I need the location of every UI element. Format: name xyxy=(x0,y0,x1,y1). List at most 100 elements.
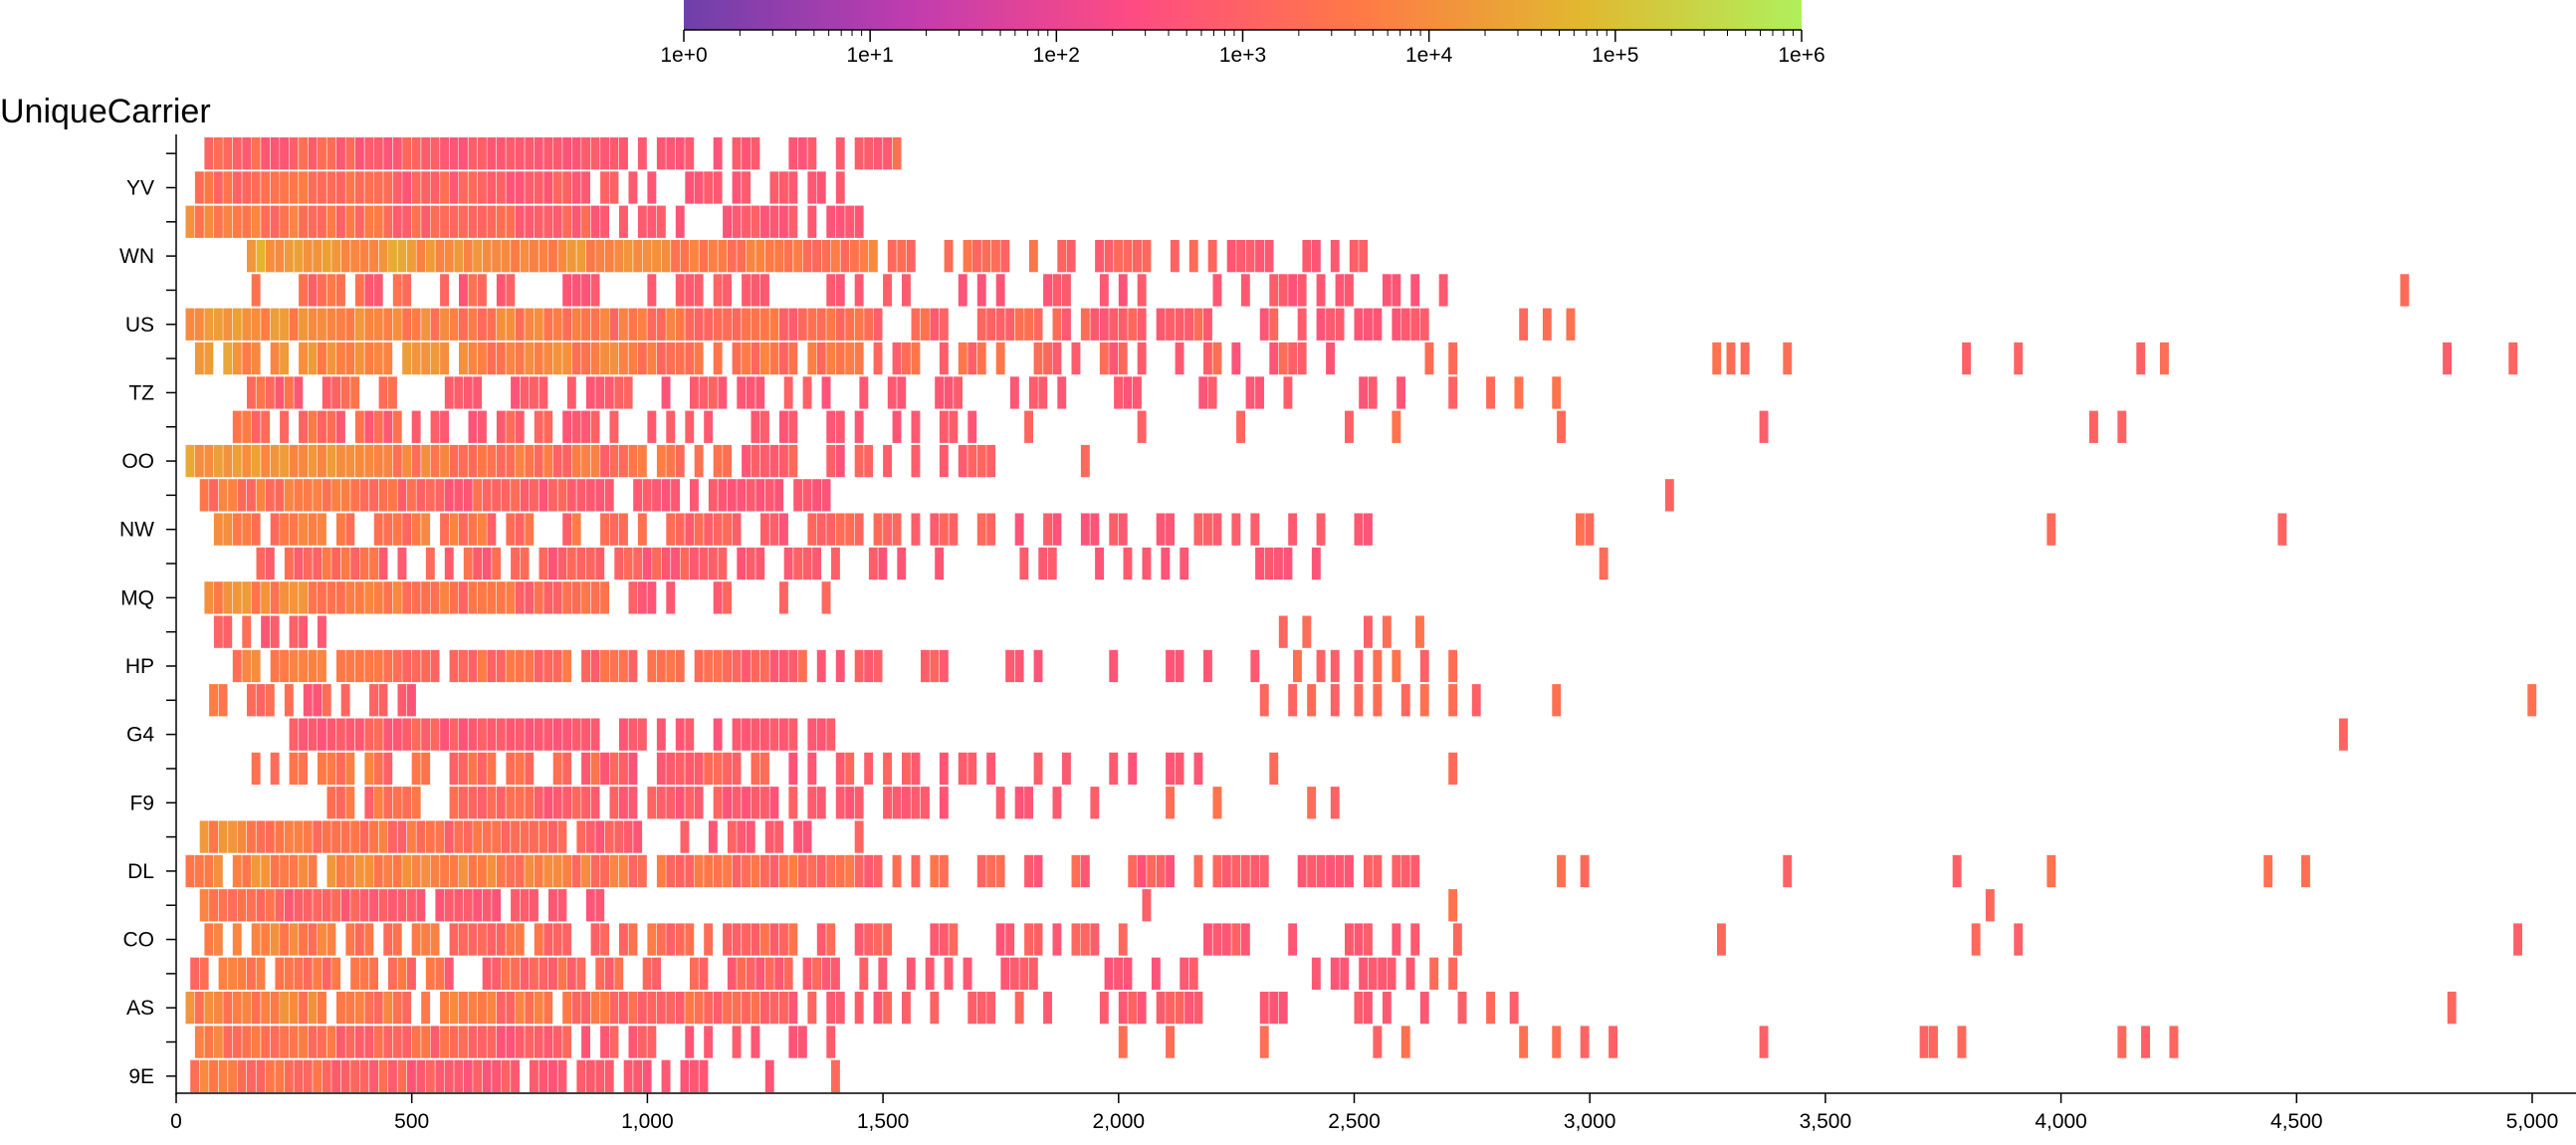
heatmap-cell xyxy=(751,308,760,341)
heatmap-cell xyxy=(336,410,345,443)
heatmap-cell xyxy=(581,444,590,478)
heatmap-cell xyxy=(411,137,421,170)
heatmap-cell xyxy=(515,787,525,819)
heatmap-cell xyxy=(1052,923,1062,956)
heatmap-cell xyxy=(1429,957,1439,990)
heatmap-cell xyxy=(421,649,431,683)
heatmap-cell xyxy=(270,992,280,1025)
heatmap-cell xyxy=(228,889,237,922)
heatmap-cell xyxy=(760,787,769,819)
heatmap-cell xyxy=(995,274,1005,307)
heatmap-cell xyxy=(478,1026,487,1058)
heatmap-cell xyxy=(732,205,742,238)
heatmap-cell xyxy=(600,854,609,888)
heatmap-cell xyxy=(373,308,383,341)
heatmap-cell xyxy=(251,444,261,478)
heatmap-cell xyxy=(1373,649,1383,683)
heatmap-cell xyxy=(1349,240,1359,273)
heatmap-cell xyxy=(369,479,378,512)
heatmap-cell xyxy=(652,240,661,273)
heatmap-cell xyxy=(1203,513,1212,546)
heatmap-cell xyxy=(237,479,247,512)
heatmap-cell xyxy=(562,1026,572,1058)
y-tick-label: MQ xyxy=(120,586,154,609)
heatmap-cell xyxy=(223,992,233,1025)
heatmap-cell xyxy=(581,1026,590,1058)
heatmap-cell xyxy=(1378,957,1388,990)
heatmap-cell xyxy=(835,513,845,546)
heatmap-cell xyxy=(506,1026,516,1058)
heatmap-cell xyxy=(204,205,214,238)
heatmap-cell xyxy=(967,752,977,786)
heatmap-cell xyxy=(581,410,590,443)
heatmap-cell xyxy=(727,240,737,273)
heatmap-cell xyxy=(713,752,723,786)
heatmap-cell xyxy=(1166,649,1175,683)
heatmap-cell xyxy=(581,137,590,170)
heatmap-cell xyxy=(308,308,318,341)
heatmap-cell xyxy=(1712,342,1722,375)
heatmap-cell xyxy=(534,923,543,956)
heatmap-cell xyxy=(637,205,647,238)
heatmap-cell xyxy=(449,787,459,819)
heatmap-cell xyxy=(313,889,322,922)
heatmap-cell xyxy=(685,718,695,751)
heatmap-cell xyxy=(1090,923,1100,956)
heatmap-cell xyxy=(354,137,364,170)
heatmap-cell xyxy=(548,820,557,853)
heatmap-cell xyxy=(619,787,628,819)
heatmap-cell xyxy=(788,137,798,170)
heatmap-cell xyxy=(369,820,378,853)
heatmap-cell xyxy=(270,854,280,888)
heatmap-cell xyxy=(958,274,967,307)
heatmap-cell xyxy=(473,820,483,853)
heatmap-cell xyxy=(590,205,600,238)
heatmap-cell xyxy=(788,342,798,375)
heatmap-cell xyxy=(496,308,506,341)
heatmap-cell xyxy=(1419,992,1429,1025)
heatmap-cell xyxy=(463,240,473,273)
heatmap-cell xyxy=(647,1026,657,1058)
heatmap-cell xyxy=(783,240,793,273)
heatmap-cell xyxy=(242,1026,252,1058)
heatmap-cell xyxy=(737,957,747,990)
heatmap-cell xyxy=(1184,992,1193,1025)
heatmap-cell xyxy=(854,410,864,443)
heatmap-cell xyxy=(704,308,714,341)
heatmap-cell xyxy=(831,547,840,580)
heatmap-cell xyxy=(251,581,261,614)
heatmap-cell xyxy=(873,649,883,683)
heatmap-cell xyxy=(284,820,294,853)
heatmap-cell xyxy=(534,308,543,341)
heatmap-cell xyxy=(802,376,812,409)
heatmap-cell xyxy=(185,854,195,888)
heatmap-cell xyxy=(496,1026,506,1058)
heatmap-cell xyxy=(270,581,280,614)
heatmap-cell xyxy=(807,752,817,786)
heatmap-cell xyxy=(336,171,345,204)
heatmap-cell xyxy=(883,444,892,478)
heatmap-cell xyxy=(496,205,506,238)
heatmap-cell xyxy=(963,957,972,990)
heatmap-cell xyxy=(552,137,562,170)
heatmap-cell xyxy=(378,820,388,853)
heatmap-cell xyxy=(581,342,590,375)
heatmap-cell xyxy=(543,787,553,819)
heatmap-cell xyxy=(402,274,412,307)
heatmap-cell xyxy=(373,171,383,204)
heatmap-cell xyxy=(967,410,977,443)
heatmap-cell xyxy=(642,240,652,273)
heatmap-cell xyxy=(373,410,383,443)
heatmap-cell xyxy=(1052,787,1062,819)
heatmap-cell xyxy=(345,992,355,1025)
heatmap-cell xyxy=(571,342,581,375)
heatmap-cell xyxy=(1957,1026,1967,1058)
heatmap-cell xyxy=(854,137,864,170)
heatmap-cell xyxy=(675,854,685,888)
heatmap-cell xyxy=(1509,992,1519,1025)
heatmap-cell xyxy=(1962,342,1972,375)
heatmap-cell xyxy=(270,752,280,786)
heatmap-cell xyxy=(1552,376,1562,409)
heatmap-cell xyxy=(656,752,666,786)
heatmap-cell xyxy=(1052,274,1062,307)
